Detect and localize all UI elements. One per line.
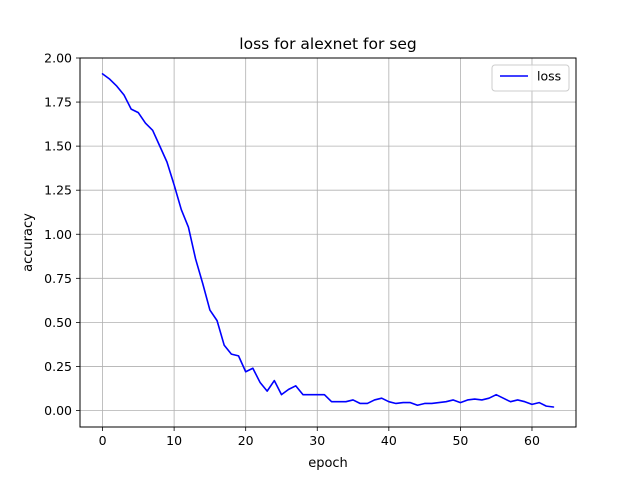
y-tick-label: 1.00 <box>44 227 72 242</box>
y-tick-label: 1.50 <box>44 139 72 154</box>
legend: loss <box>491 64 570 92</box>
y-tick-label: 0.75 <box>44 271 72 286</box>
y-tick-label: 0.25 <box>44 359 72 374</box>
y-tick-label: 1.25 <box>44 183 72 198</box>
y-tick-label: 0.00 <box>44 403 72 418</box>
y-tick-label: 1.75 <box>44 95 72 110</box>
x-tick-label: 50 <box>452 433 468 448</box>
y-axis-label: accuracy <box>21 213 36 272</box>
x-tick-label: 40 <box>381 433 397 448</box>
legend-label-loss: loss <box>537 69 561 84</box>
grid <box>80 57 576 427</box>
x-tick-label: 0 <box>99 433 107 448</box>
legend-box <box>491 64 570 92</box>
x-tick-label: 20 <box>238 433 254 448</box>
x-tick-label: 30 <box>309 433 325 448</box>
chart-title: loss for alexnet for seg <box>239 35 416 53</box>
series-layer <box>101 73 555 408</box>
x-tick-label: 10 <box>166 433 182 448</box>
ticks: 0 10 20 30 40 50 60 0.00 0.25 0.50 0.75 1.00 1.25 1.5… <box>44 51 540 449</box>
series-line-loss <box>101 73 555 408</box>
y-tick-label: 2.00 <box>44 51 72 66</box>
x-axis-label: epoch <box>308 456 348 471</box>
axes-frame <box>79 57 577 428</box>
y-tick-label: 0.50 <box>44 315 72 330</box>
x-tick-label: 60 <box>524 433 540 448</box>
